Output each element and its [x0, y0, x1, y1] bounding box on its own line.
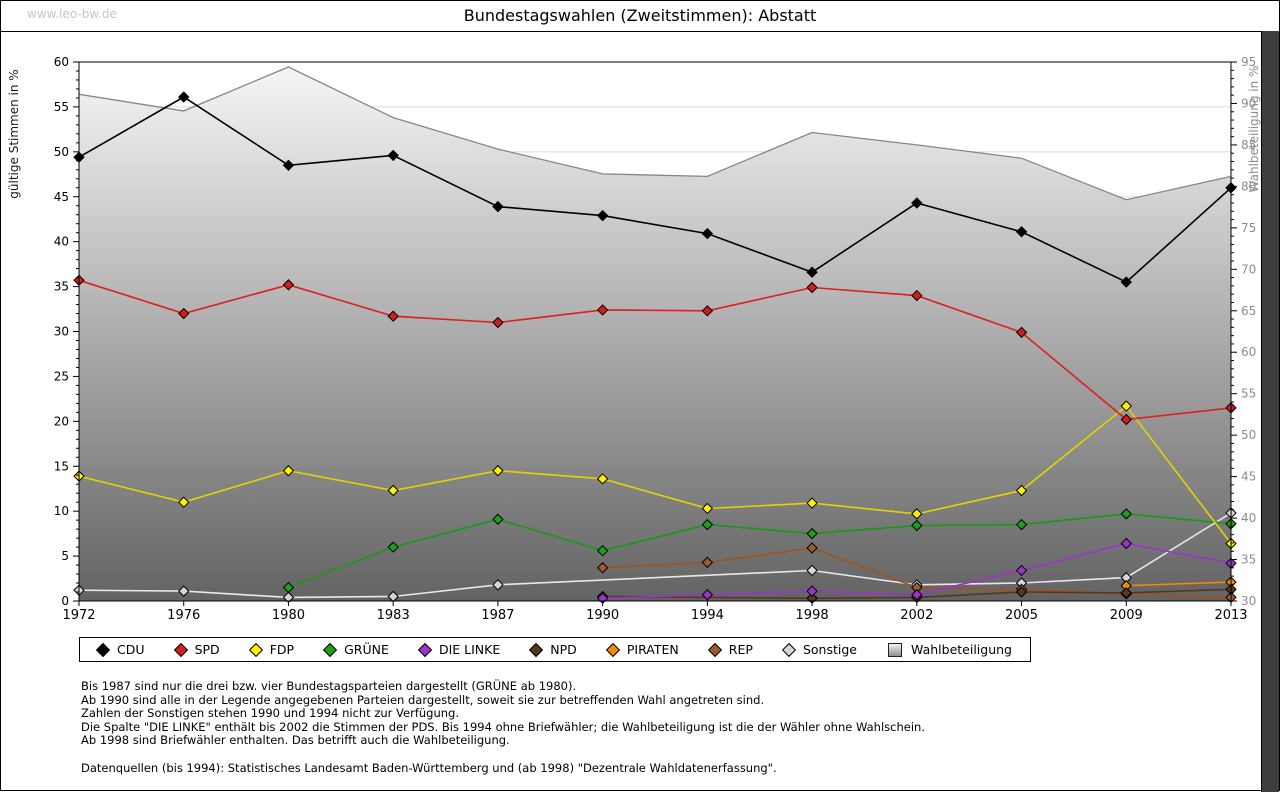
svg-text:20: 20 — [54, 414, 69, 428]
svg-text:75: 75 — [1241, 221, 1256, 235]
svg-text:50: 50 — [54, 145, 69, 159]
legend-label: SPD — [194, 642, 220, 657]
legend-label: CDU — [117, 642, 145, 657]
footnote-spacer — [81, 748, 925, 762]
svg-text:1990: 1990 — [586, 608, 619, 623]
legend-label: Wahlbeteiligung — [911, 642, 1012, 657]
footnote-line: Ab 1998 sind Briefwähler enthalten. Das … — [81, 733, 510, 748]
svg-text:1994: 1994 — [691, 608, 724, 623]
footnote-line: Zahlen der Sonstigen stehen 1990 und 199… — [81, 706, 460, 721]
legend-swatch-diamond — [173, 642, 188, 657]
legend-label: REP — [728, 642, 753, 657]
svg-text:60: 60 — [1241, 345, 1256, 359]
watermark: www.leo-bw.de — [27, 7, 117, 21]
svg-text:40: 40 — [54, 235, 69, 249]
svg-text:80: 80 — [1241, 179, 1256, 193]
svg-text:85: 85 — [1241, 138, 1256, 152]
legend-swatch-diamond — [529, 642, 544, 657]
legend-item-sonstige: Sonstige — [781, 642, 857, 657]
svg-text:35: 35 — [1241, 553, 1256, 567]
y-left-axis-title: gültige Stimmen in % — [7, 69, 21, 198]
svg-text:5: 5 — [61, 549, 69, 563]
svg-text:50: 50 — [1241, 428, 1256, 442]
legend-item-spd: SPD — [173, 642, 220, 657]
svg-text:1987: 1987 — [481, 608, 514, 623]
legend-swatch-diamond — [417, 642, 433, 657]
y-right-axis-title: Wahlbeteiligung in % — [1247, 66, 1261, 193]
window-edge — [1261, 31, 1279, 792]
legend-swatch-diamond — [323, 642, 338, 657]
chart-area: 0 5 10 15 20 25 30 35 40 45 50 55 60 30 35 40 45 50 55 60 65… — [1, 1, 1280, 633]
legend-label: GRÜNE — [344, 642, 389, 657]
series-wahlbeteiligung-area — [79, 67, 1231, 601]
series-CDU — [73, 91, 1237, 288]
svg-text:30: 30 — [1241, 594, 1256, 608]
svg-text:1972: 1972 — [62, 608, 95, 623]
svg-text:30: 30 — [54, 325, 69, 339]
page-title: Bundestagswahlen (Zweitstimmen): Abstatt — [463, 6, 817, 25]
svg-text:2002: 2002 — [900, 608, 933, 623]
svg-text:2009: 2009 — [1110, 608, 1143, 623]
svg-text:45: 45 — [54, 190, 69, 204]
legend-swatch-diamond — [781, 642, 797, 657]
legend-swatch-diamond — [95, 642, 111, 657]
chart-svg: 0 5 10 15 20 25 30 35 40 45 50 55 60 30 35 40 45 50 55 60 65… — [7, 55, 1261, 623]
legend-label: FDP — [269, 642, 295, 657]
legend-swatch-diamond — [248, 642, 263, 657]
svg-text:15: 15 — [54, 459, 69, 473]
svg-text:1980: 1980 — [272, 608, 305, 623]
svg-text:70: 70 — [1241, 262, 1256, 276]
svg-text:60: 60 — [54, 55, 69, 69]
svg-text:90: 90 — [1241, 96, 1256, 110]
svg-text:95: 95 — [1241, 55, 1256, 69]
legend-label: Sonstige — [802, 642, 857, 657]
legend-swatch-diamond — [605, 642, 620, 657]
series-FDP — [73, 400, 1237, 550]
legend-label: NPD — [550, 642, 577, 657]
svg-text:55: 55 — [1241, 387, 1256, 401]
svg-text:1976: 1976 — [167, 608, 200, 623]
legend-item-piraten: PIRATEN — [605, 642, 679, 657]
series-DIE LINKE — [596, 537, 1237, 605]
svg-text:45: 45 — [1241, 470, 1256, 484]
legend-swatch-square — [888, 642, 903, 657]
series-SPD — [73, 274, 1237, 426]
data-source-line: Datenquellen (bis 1994): Statistisches L… — [81, 760, 777, 775]
svg-text:25: 25 — [54, 369, 69, 383]
legend-item-fdp: FDP — [248, 642, 295, 657]
svg-text:1998: 1998 — [796, 608, 829, 623]
svg-text:0: 0 — [61, 594, 69, 608]
svg-text:65: 65 — [1241, 304, 1256, 318]
legend-item-npd: NPD — [529, 642, 577, 657]
chart-legend: CDU SPD FDP GRÜNE DIE LINKE NPD PIRATEN REP Sons… — [79, 637, 1031, 662]
footnote-line: Ab 1990 sind alle in der Legende angegeb… — [81, 692, 765, 707]
legend-swatch-diamond — [707, 642, 722, 657]
svg-text:40: 40 — [1241, 511, 1256, 525]
svg-text:35: 35 — [54, 280, 69, 294]
header-bar: www.leo-bw.de Bundestagswahlen (Zweitsti… — [1, 1, 1279, 32]
footnotes: Bis 1987 sind nur die drei bzw. vier Bun… — [81, 679, 925, 775]
svg-text:2013: 2013 — [1214, 608, 1247, 623]
legend-label: PIRATEN — [626, 642, 679, 657]
legend-label: DIE LINKE — [438, 642, 501, 657]
legend-item-die-linke: DIE LINKE — [417, 642, 501, 657]
legend-item-wahlbeteiligung: Wahlbeteiligung — [888, 642, 1012, 657]
svg-text:55: 55 — [54, 100, 69, 114]
svg-text:10: 10 — [54, 504, 69, 518]
svg-text:1983: 1983 — [377, 608, 410, 623]
footnote-line: Bis 1987 sind nur die drei bzw. vier Bun… — [81, 679, 577, 693]
series-GRÜNE — [282, 508, 1237, 594]
legend-item-cdu: CDU — [95, 642, 145, 657]
series-wahlbeteiligung-line — [78, 66, 1232, 201]
svg-text:2005: 2005 — [1005, 608, 1038, 623]
footnote-line: Die Spalte "DIE LINKE" enthält bis 2002 … — [81, 719, 925, 734]
legend-item-grüne: GRÜNE — [323, 642, 389, 657]
legend-item-rep: REP — [707, 642, 753, 657]
